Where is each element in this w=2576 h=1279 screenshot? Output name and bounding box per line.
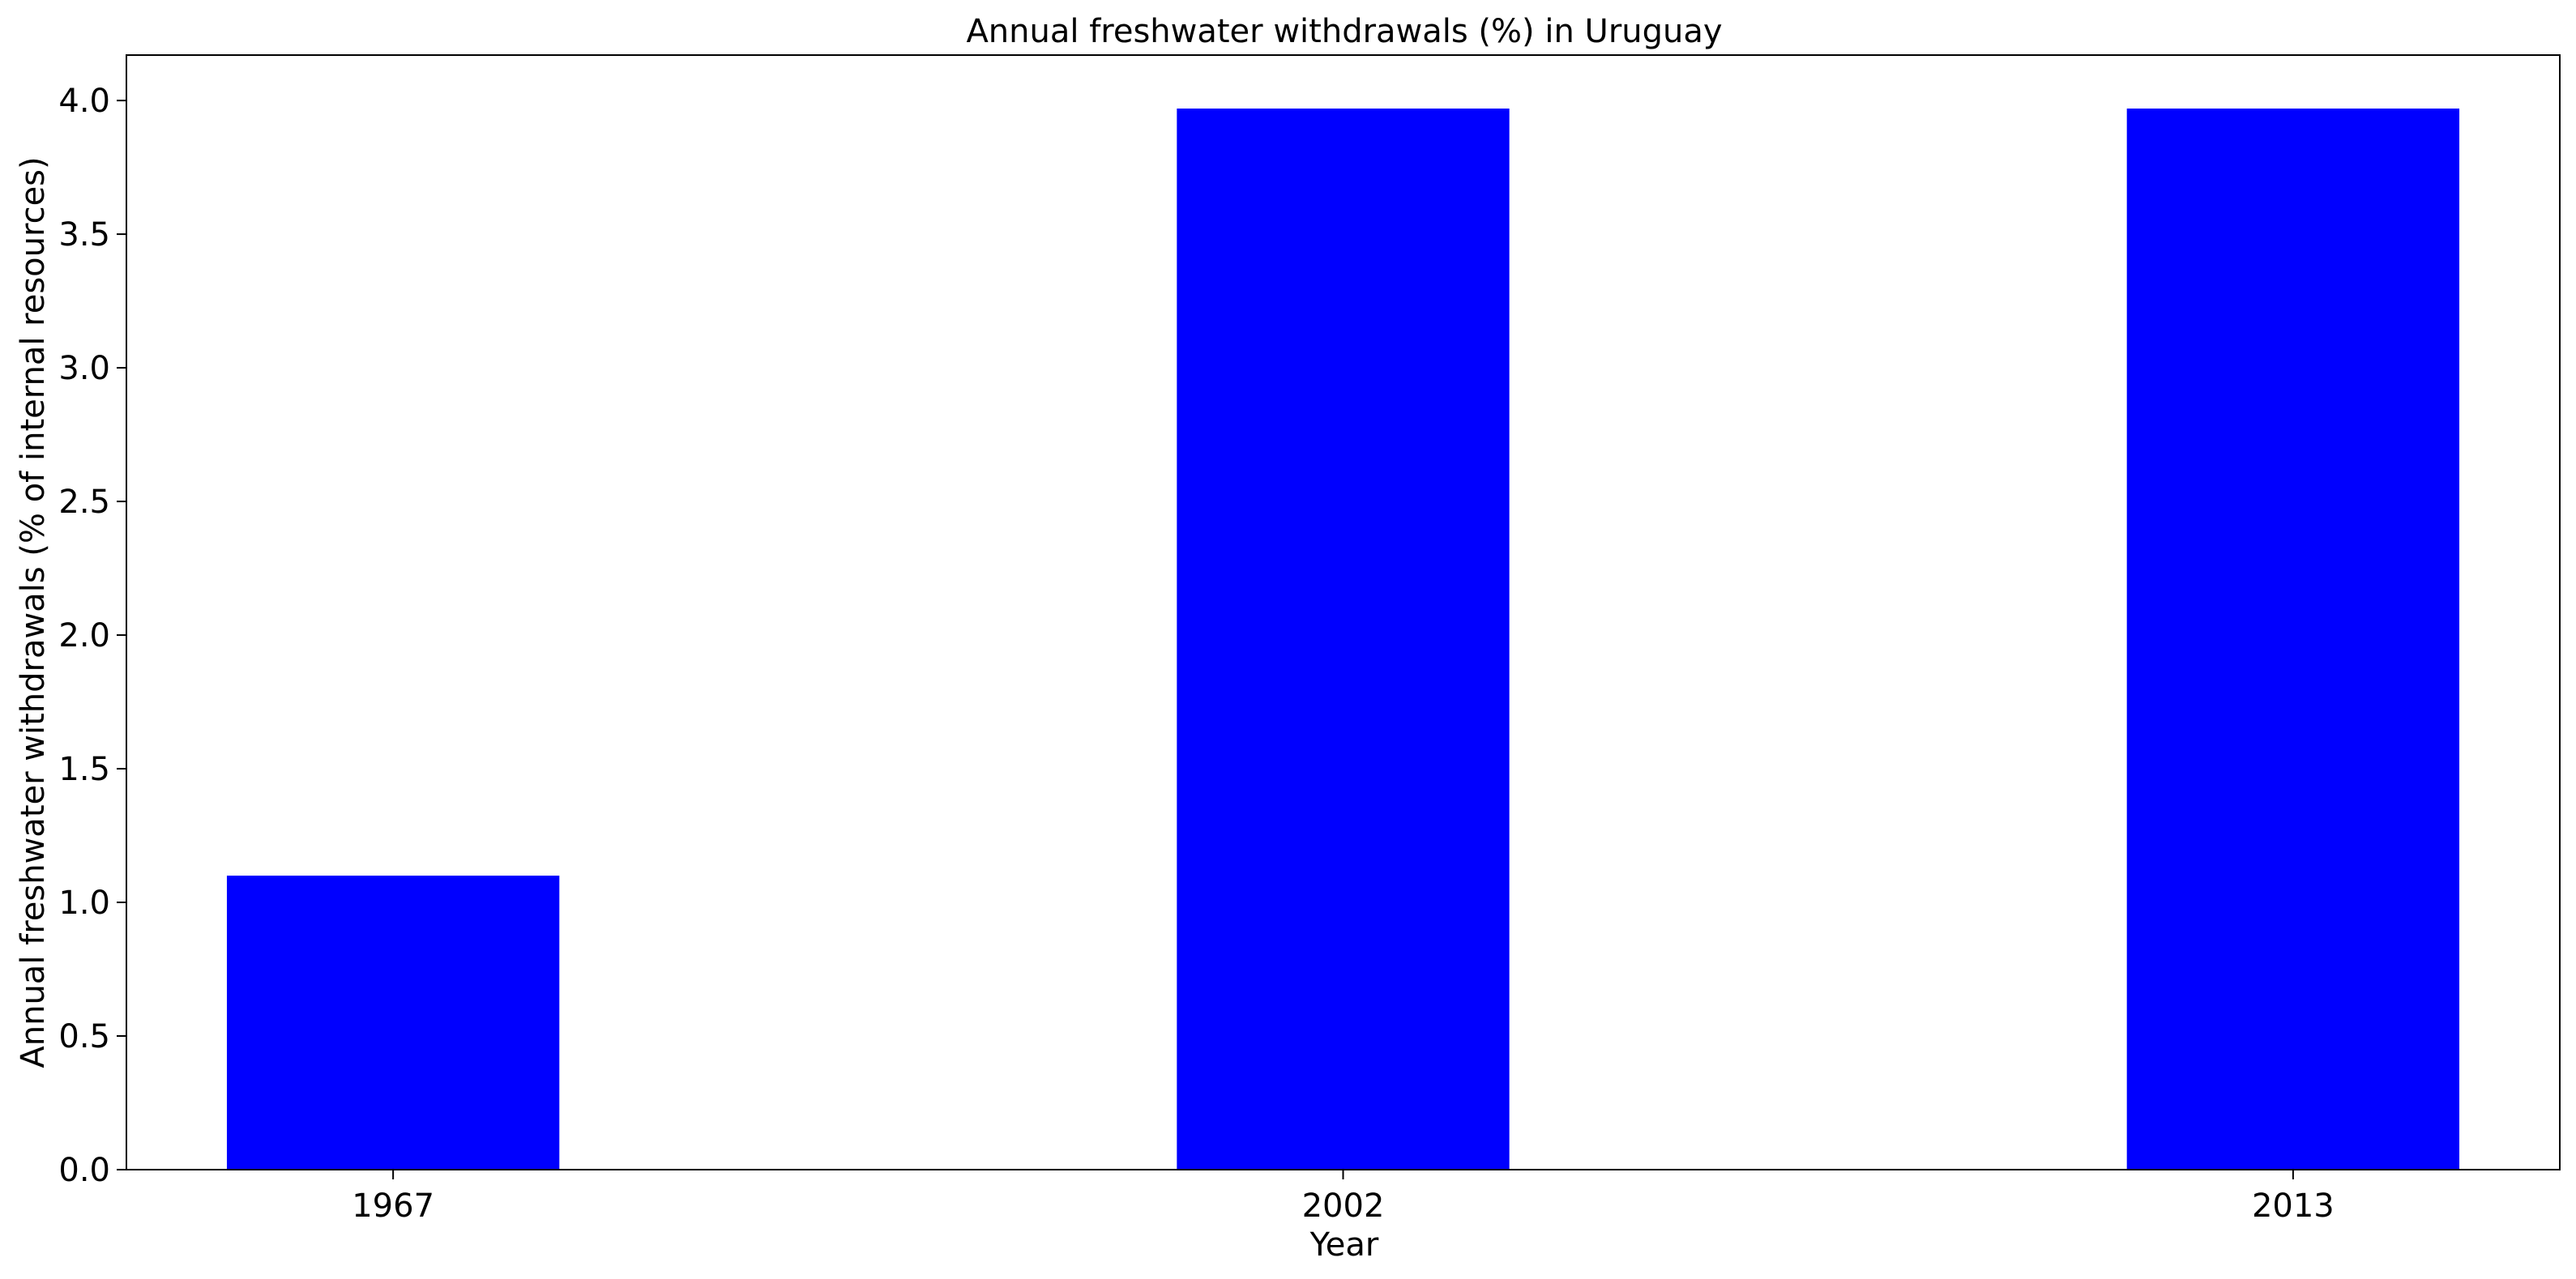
x-tick-label: 1967 <box>352 1187 434 1225</box>
y-tick-label: 3.5 <box>58 216 110 254</box>
bar-2013 <box>2126 108 2460 1170</box>
y-tick-label: 0.5 <box>58 1018 110 1055</box>
y-tick-label: 2.0 <box>58 617 110 654</box>
chart-title: Annual freshwater withdrawals (%) in Uru… <box>966 13 1722 50</box>
bars-group <box>226 108 2460 1170</box>
x-tick-label: 2013 <box>2252 1187 2335 1225</box>
y-tick-label: 2.5 <box>58 484 110 521</box>
x-axis-label: Year <box>1309 1226 1379 1264</box>
y-tick-label: 4.0 <box>58 83 110 120</box>
bar-2002 <box>1177 108 1510 1170</box>
y-axis-label: Annual freshwater withdrawals (% of inte… <box>15 156 52 1068</box>
y-tick-label: 0.0 <box>58 1152 110 1189</box>
x-tick-label: 2002 <box>1302 1187 1385 1225</box>
y-tick-label: 1.0 <box>58 885 110 922</box>
x-axis-ticks: 1967 2002 2013 <box>352 1170 2335 1225</box>
y-tick-label: 1.5 <box>58 751 110 788</box>
y-tick-label: 3.0 <box>58 350 110 387</box>
y-axis-ticks: 0.0 0.5 1.0 1.5 2.0 2.5 3.0 3.5 4.0 <box>58 83 126 1189</box>
bar-1967 <box>226 876 560 1170</box>
plot-frame <box>126 54 2561 1170</box>
